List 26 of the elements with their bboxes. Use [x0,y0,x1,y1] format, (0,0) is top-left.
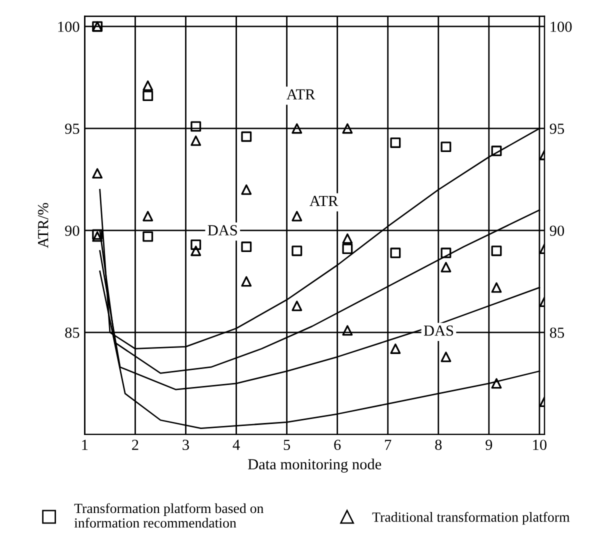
x-tick-label: 8 [435,440,442,450]
x-tick-label: 6 [334,440,341,450]
annotation: ATR [286,89,316,100]
x-axis-title: Data monitoring node [248,458,382,473]
x-tick-label: 7 [385,440,392,450]
y2-tick-label: 90 [550,226,564,236]
x-tick-label: 4 [232,440,240,450]
x-tick-label: 10 [533,440,547,450]
y-axis-title: ATR/% [38,202,48,248]
legend-label: Transformation platform based on information recommendation [74,503,264,528]
annotation: DAS [208,225,237,236]
y2-tick-label: 85 [550,328,564,338]
y-tick-label: 85 [65,328,80,338]
y2-tick-label: 100 [550,22,572,32]
x-tick-label: 1 [82,440,88,450]
annotation: DAS [424,326,454,336]
x-tick-label: 5 [284,440,290,450]
y2-tick-label: 95 [550,124,564,134]
annotation: ATR [310,196,338,206]
x-tick-label: 2 [132,440,138,450]
x-tick-label: 3 [182,440,189,450]
y-tick-label: 100 [58,22,80,32]
x-tick-label: 9 [486,440,492,450]
y-tick-label: 90 [65,226,80,236]
legend-label: Traditional transformation platform [372,512,570,525]
y-tick-label: 95 [65,124,80,134]
